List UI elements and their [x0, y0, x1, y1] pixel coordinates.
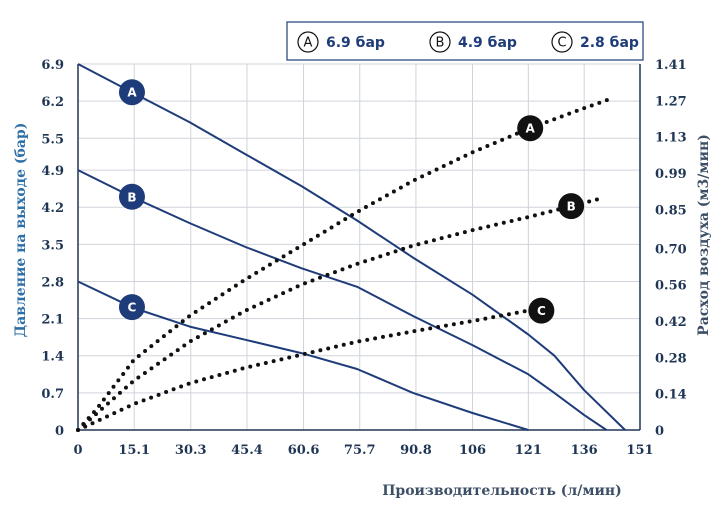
right-tick-label: 0.28 — [655, 351, 687, 366]
x-tick-label: 106 — [459, 443, 486, 458]
right-tick-label: 0.99 — [655, 167, 687, 182]
right-tick-label: 0 — [655, 424, 664, 439]
right-tick-label: 1.27 — [655, 94, 687, 109]
legend-box — [286, 21, 644, 61]
pressure-line-C — [77, 280, 529, 431]
airflow-badge-C — [528, 297, 555, 324]
x-tick-label: 136 — [571, 443, 598, 458]
legend-marker-letter-B: B — [436, 36, 445, 51]
pressure-badge-label-C: C — [128, 301, 137, 315]
left-tick-label: 6.9 — [41, 58, 64, 73]
left-tick-label: 1.4 — [41, 350, 64, 365]
x-tick-label: 90.8 — [400, 443, 432, 458]
pressure-line-B — [77, 169, 608, 431]
right-tick-label: 0.14 — [655, 388, 687, 403]
right-tick-label: 1.41 — [655, 58, 687, 73]
legend-marker-letter-C: C — [557, 36, 566, 51]
legend-marker-A — [297, 31, 319, 53]
airflow-badge-label-C: C — [537, 304, 546, 318]
legend-marker-C — [551, 31, 573, 53]
x-tick-label: 30.3 — [175, 443, 207, 458]
airflow-badge-label-B: B — [567, 200, 576, 214]
left-axis-ticks: 0 0.7 1.4 2.1 2.8 3.5 4.2 4.9 5.5 6.2 6.9 — [41, 58, 64, 439]
airflow-line-C — [76, 308, 531, 432]
x-tick-label: 151 — [626, 443, 653, 458]
left-tick-label: 5.5 — [41, 132, 64, 147]
grid — [77, 63, 641, 431]
left-tick-label: 2.1 — [41, 313, 64, 328]
legend-marker-B — [429, 31, 451, 53]
right-tick-label: 1.13 — [655, 131, 687, 146]
legend-label-C: 2.8 бар — [580, 35, 639, 51]
x-axis-title: Производительность (л/мин) — [382, 483, 622, 499]
airflow-badge-B — [558, 193, 585, 220]
right-tick-label: 0.85 — [655, 203, 687, 218]
series-badges: A B C A B C — [118, 79, 585, 324]
x-tick-label: 121 — [515, 443, 542, 458]
left-tick-label: 3.5 — [41, 238, 64, 253]
left-tick-label: 4.2 — [41, 201, 64, 216]
x-tick-label: 0 — [73, 443, 82, 458]
pressure-badge-A — [118, 79, 145, 106]
x-tick-label: 60.6 — [288, 443, 320, 458]
airflow-line-B — [76, 197, 602, 432]
pressure-badge-B — [118, 183, 145, 210]
right-tick-label: 0.70 — [655, 242, 687, 257]
legend-label-B: 4.9 бар — [458, 35, 517, 51]
airflow-line-A — [76, 95, 616, 432]
left-axis-title: Давление на выходе (бар) — [13, 123, 29, 338]
x-tick-label: 45.4 — [231, 443, 263, 458]
airflow-badge-A — [517, 115, 544, 142]
pressure-badge-label-A: A — [127, 86, 137, 100]
right-tick-label: 0.56 — [655, 279, 687, 294]
right-axis-title: Расход воздуха (м3/мин) — [696, 134, 712, 336]
left-tick-label: 6.2 — [41, 95, 64, 110]
pressure-line-A — [77, 63, 626, 431]
left-tick-label: 4.9 — [41, 164, 64, 179]
x-tick-label: 75.7 — [344, 443, 376, 458]
left-tick-label: 0.7 — [41, 387, 64, 402]
pressure-badge-label-B: B — [127, 190, 136, 204]
x-axis-ticks: 0 15.1 30.3 45.4 60.6 75.7 90.8 106 121 136 151 — [73, 443, 653, 458]
series-lines — [76, 63, 626, 432]
legend-marker-letter-A: A — [304, 36, 313, 51]
legend-label-A: 6.9 бар — [326, 35, 385, 51]
right-axis-ticks: 0 0.14 0.28 0.42 0.56 0.70 0.85 0.99 1.13 1.27 1.4… — [655, 58, 687, 439]
left-tick-label: 0 — [55, 424, 64, 439]
airflow-badge-label-A: A — [526, 122, 536, 136]
pressure-badge-C — [118, 294, 145, 321]
legend: A 6.9 бар B 4.9 бар C 2.8 бар — [286, 21, 644, 61]
right-tick-label: 0.42 — [655, 315, 687, 330]
x-tick-label: 15.1 — [118, 443, 150, 458]
left-tick-label: 2.8 — [41, 275, 64, 290]
